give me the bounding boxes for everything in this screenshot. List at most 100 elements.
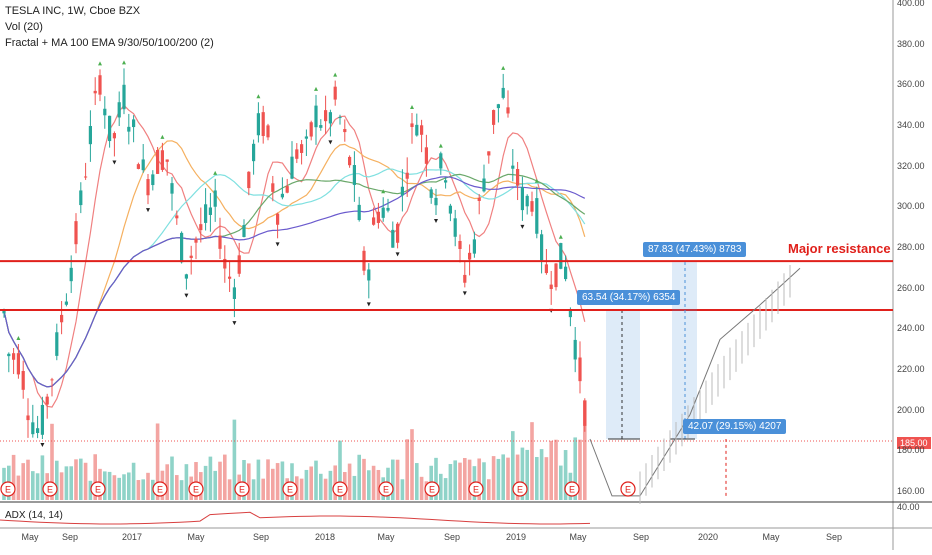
volume-bar [544,457,549,500]
volume-bar [184,464,189,500]
candle-body [415,124,419,136]
candle-body [554,263,558,288]
candle-body [256,113,260,136]
measure-label-3[interactable]: 42.07 (29.15%) 4207 [683,419,787,434]
volume-bar [247,463,251,500]
candle-body [122,84,126,110]
volume-bar [251,479,256,500]
earnings-marker-label: E [473,485,479,495]
candle-body [487,151,491,156]
volume-bar [21,463,25,500]
fractal-down-marker [184,293,189,298]
candle-body [333,86,337,100]
x-tick-label: Sep [61,532,79,542]
candle-body [50,379,54,381]
volume-bar [539,449,544,500]
measure-label-2[interactable]: 87.83 (47.43%) 8783 [643,242,747,257]
volume-bar [520,447,525,500]
volume-bar [395,459,400,500]
y-tick-label: 260.00 [897,282,925,293]
volume-bar [573,437,577,500]
x-tick-label: May [21,532,39,542]
earnings-marker-label: E [5,485,11,495]
candle-body [573,339,577,360]
candle-body [60,314,64,323]
volume-bar [458,462,462,500]
earnings-marker-label: E [95,485,101,495]
candle-body [146,179,150,196]
candle-body [525,195,529,207]
volume-bar [69,466,73,500]
volume-bar [232,419,237,500]
volume-bar [117,477,121,500]
chart-title: TESLA INC, 1W, Cboe BZX [5,5,141,17]
volume-bar [55,460,59,500]
fractal-up-marker [534,178,539,183]
earnings-marker-label: E [157,485,163,495]
candle-body [400,186,404,196]
candle-body [247,171,251,189]
candle-body [381,207,385,218]
volume-bar [218,461,222,500]
measure-label-1[interactable]: 63.54 (34.17%) 6354 [577,290,681,305]
candle-body [304,136,308,139]
volume-bar [583,400,587,500]
volume-bar [11,454,16,500]
y-tick-label: 180.00 [897,445,925,456]
fractal-up-marker [160,134,165,139]
volume-bar [434,457,438,500]
candle-body [549,284,553,290]
candle-body [108,115,112,142]
candle-body [300,144,304,153]
candle-body [472,239,476,254]
volume-bar [227,479,232,500]
volume-bar [515,454,520,500]
fractal-up-marker [558,234,563,239]
candle-body [496,104,500,109]
candle-body [544,264,548,274]
fractal-up-marker [314,86,318,91]
volume-bar [482,462,486,500]
indicator-label: Fractal + MA 100 EMA 9/30/50/100/200 (2) [5,37,214,49]
candle-body [232,287,236,299]
earnings-marker [234,481,250,497]
volume-bar [266,459,270,500]
candle-body [520,187,524,211]
volume-bar [419,476,424,500]
candle-body [434,197,438,206]
volume-bar [122,474,126,500]
candle-body [88,126,92,145]
candle-body [285,186,289,193]
candle-body [564,266,568,280]
candle-body [36,428,40,434]
volume-bar [367,470,371,500]
volume-bar [400,479,405,500]
earnings-marker [378,481,394,497]
y-tick-label: 400.00 [897,0,925,9]
fractal-down-marker [146,208,150,213]
candle-body [103,108,107,116]
candle-body [482,178,486,192]
x-tick-label: Sep [252,532,270,542]
candle-body [439,153,443,169]
volume-bar [146,472,150,500]
candle-body [280,193,284,198]
candle-body [568,309,572,318]
volume-bar [506,457,510,500]
earnings-marker [424,481,440,497]
candle-body [511,165,515,169]
x-tick-label: 2020 [697,532,719,542]
ema-200-line [3,176,586,388]
volume-bar [405,439,409,500]
earnings-marker [332,481,348,497]
volume-bar [347,463,352,500]
volume-bar [319,473,323,500]
candle-body [468,252,472,260]
fractal-down-marker [434,218,438,223]
volume-bar [362,458,366,500]
volume-bar [563,450,568,500]
earnings-marker [564,481,580,497]
ema-30-line [3,140,586,388]
